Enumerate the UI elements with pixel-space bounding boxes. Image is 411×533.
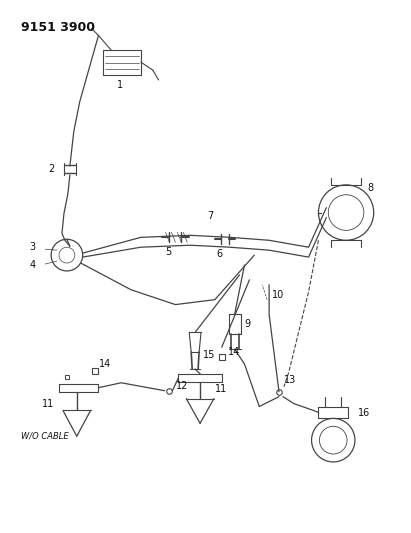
Text: 1: 1: [117, 80, 123, 90]
Text: 2: 2: [48, 164, 54, 174]
Text: 7: 7: [207, 211, 213, 221]
Text: 9151 3900: 9151 3900: [21, 21, 95, 34]
Text: 3: 3: [30, 242, 35, 252]
Text: 5: 5: [166, 247, 172, 257]
Text: W/O CABLE: W/O CABLE: [21, 432, 68, 441]
Text: 4: 4: [30, 260, 35, 270]
Text: 10: 10: [272, 290, 284, 300]
Text: 11: 11: [42, 399, 55, 409]
Text: 11: 11: [215, 384, 227, 394]
Text: 14: 14: [228, 347, 240, 357]
Text: 13: 13: [284, 375, 296, 385]
Text: 9: 9: [245, 319, 251, 329]
Text: 6: 6: [217, 249, 223, 259]
Text: 15: 15: [203, 350, 215, 360]
Bar: [104, 50, 141, 75]
Text: 8: 8: [368, 183, 374, 193]
Text: 16: 16: [358, 408, 370, 418]
Text: 12: 12: [176, 381, 189, 391]
Text: 14: 14: [99, 359, 111, 369]
